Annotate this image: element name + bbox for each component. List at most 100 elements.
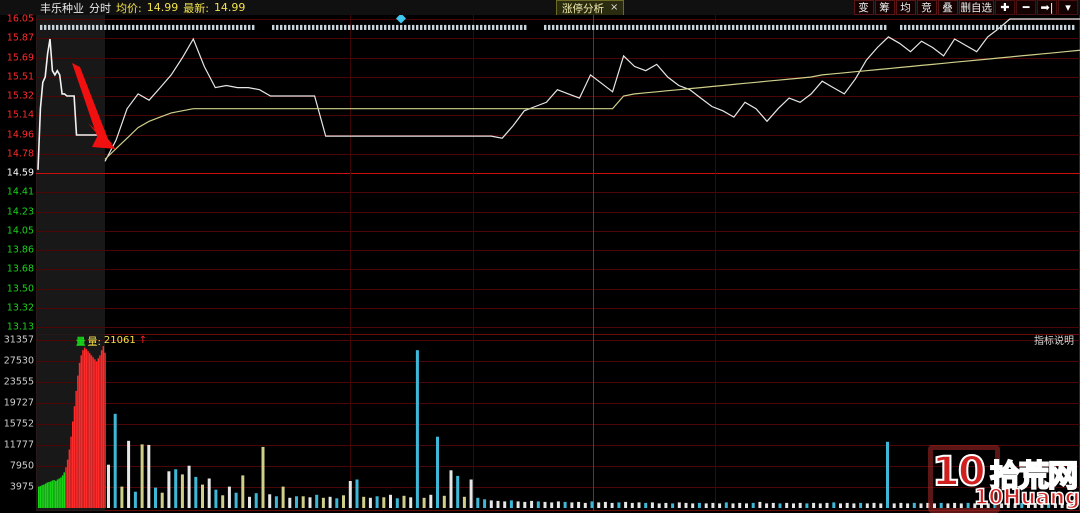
auction-volume-bar [61,475,64,508]
limit-up-band-tick [1000,24,1003,30]
limit-up-band-tick [220,24,223,30]
volume-bar [886,441,889,508]
limit-up-band-tick [864,24,867,30]
limit-up-band-tick [880,24,883,30]
limit-up-band-tick [960,24,963,30]
chart-title-group: 丰乐种业 分时 均价: 14.99 最新: 14.99 [40,0,245,15]
limit-up-band-tick [464,24,467,30]
volume-bar [120,486,124,508]
limit-up-band-tick [188,24,191,30]
auction-volume-bar [89,353,91,508]
price-plot-area[interactable] [36,15,1080,334]
chevron-down-icon[interactable]: ▾ [1058,0,1078,15]
auction-volume-bar [94,359,96,508]
view-mode-label[interactable]: 分时 [89,1,111,15]
limit-up-band-tick [420,24,423,30]
limit-up-band-tick [992,24,995,30]
limit-up-band-tick [124,24,127,30]
volume-bar [751,502,755,508]
limit-up-band-tick [228,24,231,30]
limit-up-band-tick [584,24,587,30]
stock-name[interactable]: 丰乐种业 [40,1,84,15]
volume-bar [133,491,137,508]
auction-volume-bar [102,346,105,508]
limit-up-band-tick [244,24,247,30]
limit-up-band-tick [64,24,67,30]
price-gridline [36,327,1080,328]
limit-up-band-tick [624,24,627,30]
tab-limit-up-analysis[interactable]: 涨停分析 × [556,0,625,15]
chou-button[interactable]: 筹 [874,0,895,15]
volume-bar [839,503,842,508]
limit-up-band-tick [1064,24,1067,30]
volume-bar [355,479,359,508]
jing-button[interactable]: 竞 [916,0,937,15]
volume-bar [597,502,601,508]
volume-gridline [36,424,1080,425]
volume-bar [402,495,406,508]
step-right-icon[interactable]: ➡| [1037,0,1057,15]
volume-bar [321,497,325,508]
volume-bar [906,503,910,508]
volume-bar [201,484,204,508]
indicator-description-link[interactable]: 指标说明 [1034,336,1074,347]
limit-up-band-tick [168,24,171,30]
volume-chart-panel[interactable]: 31357 27530 23555 19727 15752 11777 7950 3975 量… [0,334,1080,511]
price-axis-label: 14.78 [6,148,34,160]
limit-up-band-tick [720,24,723,30]
volume-bar [368,497,372,508]
volume-axis-label: 23555 [3,376,34,388]
volume-bar [912,502,916,508]
limit-up-band-tick [556,24,559,30]
limit-up-band-tick [1024,24,1027,30]
limit-up-band-tick [772,24,775,30]
volume-bar [570,502,574,508]
auction-price-line [37,38,104,170]
volume-bar [986,503,990,508]
auction-volume-bar [72,421,74,508]
limit-up-band-tick [956,24,959,30]
close-icon[interactable]: × [610,2,619,13]
limit-up-band-tick [480,24,483,30]
limit-up-band-tick [144,24,147,30]
limit-up-band-tick [788,24,791,30]
limit-up-band-tick [100,24,103,30]
delete-watchlist-button[interactable]: 删自选 [958,0,994,15]
auction-volume-bar [99,355,101,508]
price-gridline [36,135,1080,136]
auction-volume-bar [65,467,67,508]
bian-button[interactable]: 变 [853,0,874,15]
avg-price-label: 均价: [116,1,142,15]
limit-up-band-tick [500,24,503,30]
volume-bar [516,501,520,508]
limit-up-band-tick [492,24,495,30]
limit-up-band-tick [560,24,563,30]
limit-up-band-tick [400,24,403,30]
limit-up-band-tick [1052,24,1055,30]
volume-bar [973,503,977,508]
zoom-out-icon[interactable]: ━ [1016,0,1036,15]
die-button[interactable]: 叠 [937,0,958,15]
price-chart-panel[interactable]: 16.05 15.87 15.69 15.51 15.32 15.14 14.96 14.78… [0,14,1080,334]
limit-up-band-tick [908,24,911,30]
volume-bar [1000,503,1004,508]
limit-up-band-tick [456,24,459,30]
price-vgridline [715,15,716,334]
limit-up-band-tick [280,24,283,30]
jun-button[interactable]: 均 [895,0,916,15]
limit-up-band-tick [836,24,839,30]
volume-bar [335,498,339,508]
zoom-in-icon[interactable]: ✚ [995,0,1015,15]
limit-up-band-tick [568,24,571,30]
limit-up-band-tick [44,24,47,30]
auction-volume-bar [38,486,40,508]
limit-up-band-tick [900,24,903,30]
volume-bar [415,350,419,508]
limit-up-band-tick [1028,24,1031,30]
auction-volume-bar [51,480,54,508]
price-gridline [36,58,1080,59]
volume-bar [610,502,614,508]
auction-volume-bar [39,486,42,508]
volume-bar [879,503,883,508]
volume-plot-area[interactable]: 量 量: 21061 ↑ 指标说明 [36,334,1080,511]
